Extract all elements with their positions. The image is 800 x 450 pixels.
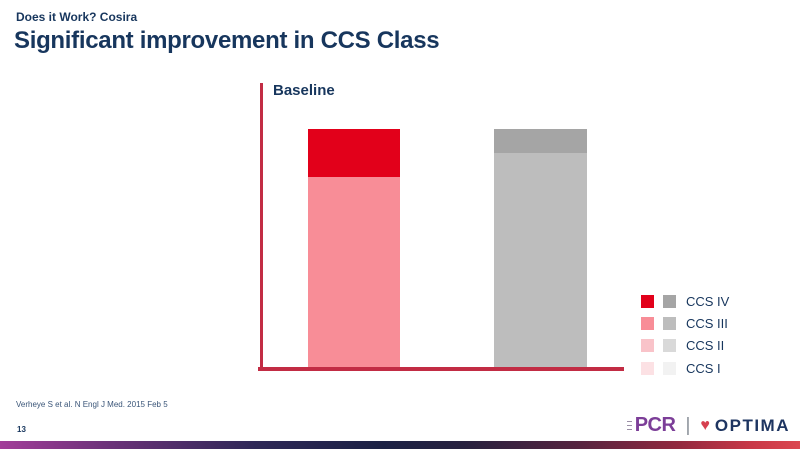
legend-swatch-ccs-i-gray [663, 361, 676, 375]
bar-segment-ccs-iv [308, 129, 400, 177]
page-title: Significant improvement in CCS Class [14, 27, 440, 54]
legend-swatch-ccs-ii-pink [641, 339, 654, 353]
logo-separator: | [685, 414, 691, 436]
legend-label-ccs-ii: CCS II [686, 338, 725, 354]
legend-row-ccs-iv: CCS IV [641, 290, 729, 312]
stacked-bar-left-bar-pink [308, 129, 400, 367]
bar-segment-ccs-iii [308, 176, 400, 367]
x-axis-line [258, 367, 624, 371]
legend-label-ccs-iv: CCS IV [686, 293, 730, 309]
stacked-bar-right-bar-gray [494, 129, 587, 367]
bottom-gradient-bar [0, 441, 800, 449]
citation: Verheye S et al. N Engl J Med. 2015 Feb … [16, 400, 168, 409]
slide-number: 13 [17, 425, 26, 434]
chart-annotation-baseline: Baseline [273, 82, 335, 99]
bar-segment-ccs-iii [494, 152, 587, 367]
pcr-logo: PCR [626, 414, 676, 437]
legend-swatch-ccs-iv-gray [663, 294, 676, 308]
legend-swatch-ccs-iii-gray [663, 317, 676, 331]
legend-swatch-ccs-iii-pink [641, 317, 654, 331]
bar-segment-ccs-iv [494, 129, 587, 153]
heart-icon: ♥ [700, 416, 710, 434]
pcr-logo-text: PCR [634, 414, 676, 436]
optima-logo: ♥ OPTIMA [700, 416, 790, 436]
legend-label-ccs-i: CCS I [686, 360, 721, 376]
legend-row-ccs-iii: CCS III [641, 312, 729, 334]
pcr-logo-side-marks [626, 420, 632, 432]
legend-swatch-ccs-iv-pink [641, 294, 654, 308]
legend-row-ccs-ii: CCS II [641, 335, 729, 357]
chart-legend: CCS IV CCS III CCS II CCS I [641, 290, 729, 380]
y-axis-line [260, 83, 263, 371]
legend-label-ccs-iii: CCS III [686, 316, 728, 332]
slide-kicker: Does it Work? Cosira [16, 10, 138, 24]
legend-swatch-ccs-i-pink [641, 361, 654, 375]
legend-row-ccs-i: CCS I [641, 357, 729, 379]
optima-logo-text: OPTIMA [714, 415, 790, 435]
legend-swatch-ccs-ii-gray [663, 339, 676, 353]
footer-logos: PCR | ♥ OPTIMA [626, 414, 790, 437]
